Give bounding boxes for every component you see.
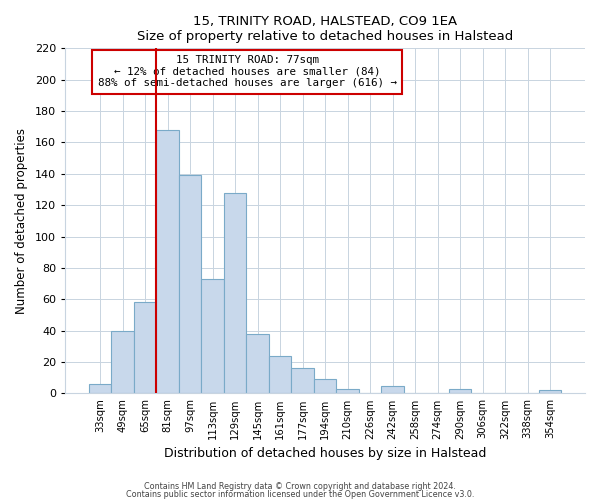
Bar	[157, 130, 179, 394]
Bar	[247, 334, 269, 394]
Bar	[449, 388, 472, 394]
Bar	[269, 356, 292, 394]
Bar	[337, 388, 359, 394]
Bar	[179, 176, 202, 394]
Bar	[539, 390, 562, 394]
X-axis label: Distribution of detached houses by size in Halstead: Distribution of detached houses by size …	[164, 447, 486, 460]
Bar	[314, 380, 337, 394]
Bar	[292, 368, 314, 394]
Y-axis label: Number of detached properties: Number of detached properties	[15, 128, 28, 314]
Bar	[89, 384, 112, 394]
Bar	[134, 302, 157, 394]
Text: Contains public sector information licensed under the Open Government Licence v3: Contains public sector information licen…	[126, 490, 474, 499]
Text: Contains HM Land Registry data © Crown copyright and database right 2024.: Contains HM Land Registry data © Crown c…	[144, 482, 456, 491]
Text: 15 TRINITY ROAD: 77sqm
← 12% of detached houses are smaller (84)
88% of semi-det: 15 TRINITY ROAD: 77sqm ← 12% of detached…	[98, 55, 397, 88]
Bar	[202, 279, 224, 394]
Title: 15, TRINITY ROAD, HALSTEAD, CO9 1EA
Size of property relative to detached houses: 15, TRINITY ROAD, HALSTEAD, CO9 1EA Size…	[137, 15, 513, 43]
Bar	[382, 386, 404, 394]
Bar	[224, 192, 247, 394]
Bar	[112, 330, 134, 394]
